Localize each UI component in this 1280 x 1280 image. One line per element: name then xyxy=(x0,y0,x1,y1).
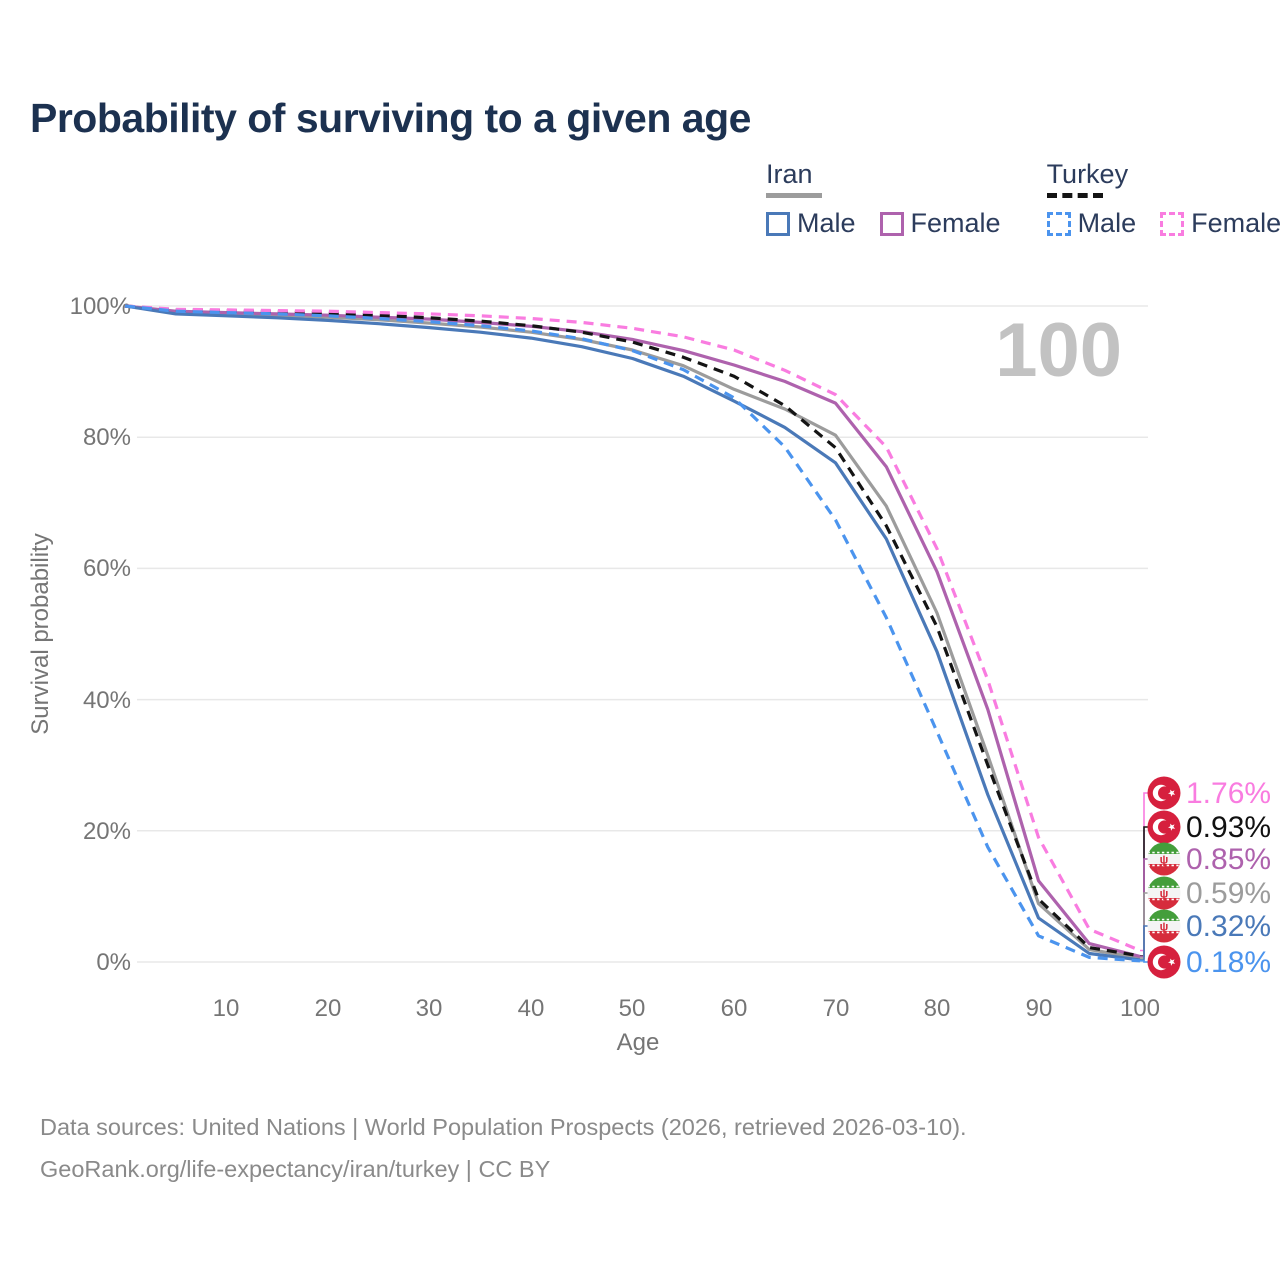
turkey-series-line-swatch xyxy=(1046,193,1103,199)
turkey-male-swatch-icon xyxy=(1046,211,1071,236)
gridlines xyxy=(137,305,1148,963)
survival-chart[interactable]: 100 100% 80% 60% 40% 20% 0% 10 20 30 40 … xyxy=(0,0,1280,1080)
turkey-female-swatch-icon xyxy=(1160,211,1185,236)
end-label-iran-both: ψ 0.59% xyxy=(1147,876,1271,910)
svg-text:80%: 80% xyxy=(83,424,131,451)
legend-country-turkey[interactable]: Turkey xyxy=(1046,159,1129,189)
hover-age-watermark: 100 xyxy=(995,308,1122,393)
end-label-turkey-both: 0.93% xyxy=(1147,810,1271,844)
svg-text:ψ: ψ xyxy=(1160,888,1169,900)
svg-text:50: 50 xyxy=(619,995,646,1022)
legend-group-turkey: Turkey Male Female xyxy=(1046,159,1280,239)
svg-text:ψ: ψ xyxy=(1160,854,1169,866)
iran-flag-icon: ψ xyxy=(1147,909,1181,943)
curve-iran-female[interactable] xyxy=(124,304,1141,958)
svg-text:40%: 40% xyxy=(83,687,131,714)
end-value-labels: 1.76%0.93% ψ 0.85% ψ 0.59% ψ 0.32%0.18% xyxy=(1147,776,1271,979)
curve-turkey-both[interactable] xyxy=(124,304,1141,958)
turkey-flag-icon xyxy=(1147,776,1181,810)
footer: Data sources: United Nations | World Pop… xyxy=(40,1106,967,1190)
y-axis-title: Survival probability xyxy=(27,533,54,734)
legend-item-iran-male[interactable]: Male xyxy=(766,208,856,239)
svg-text:ψ: ψ xyxy=(1160,921,1169,933)
svg-text:0%: 0% xyxy=(96,949,131,976)
turkey-flag-icon xyxy=(1147,945,1181,979)
turkey-flag-icon xyxy=(1147,810,1181,844)
iran-flag-icon: ψ xyxy=(1147,876,1181,910)
legend-item-iran-female[interactable]: Female xyxy=(879,208,1001,239)
svg-text:20: 20 xyxy=(315,995,342,1022)
svg-text:100: 100 xyxy=(1120,995,1160,1022)
legend: Iran Male Female Turkey Male Female xyxy=(766,160,1280,239)
svg-text:40: 40 xyxy=(518,995,545,1022)
end-label-iran-female: ψ 0.85% xyxy=(1147,842,1271,876)
end-value-text: 0.59% xyxy=(1186,877,1271,910)
svg-text:90: 90 xyxy=(1026,995,1053,1022)
curve-iran-both[interactable] xyxy=(124,304,1141,960)
end-label-turkey-male: 0.18% xyxy=(1147,945,1271,979)
iran-flag-icon: ψ xyxy=(1147,842,1181,876)
svg-text:70: 70 xyxy=(823,995,850,1022)
x-axis-title: Age xyxy=(617,1029,660,1056)
leader-line xyxy=(1140,925,1148,961)
iran-male-swatch-icon xyxy=(766,211,790,236)
curve-turkey-female[interactable] xyxy=(124,304,1141,952)
x-axis-ticks: 10 20 30 40 50 60 70 80 90 100 xyxy=(213,995,1160,1022)
iran-female-swatch-icon xyxy=(879,211,904,236)
end-value-text: 0.93% xyxy=(1186,811,1271,844)
svg-text:80: 80 xyxy=(924,995,951,1022)
svg-text:30: 30 xyxy=(416,995,443,1022)
end-value-text: 1.76% xyxy=(1186,777,1271,810)
curve-iran-male[interactable] xyxy=(124,304,1141,962)
footer-license-line: GeoRank.org/life-expectancy/iran/turkey … xyxy=(40,1156,551,1182)
end-label-iran-male: ψ 0.32% xyxy=(1147,909,1271,943)
page-title: Probability of surviving to a given age xyxy=(30,95,751,141)
legend-country-iran[interactable]: Iran xyxy=(766,159,813,189)
svg-text:60: 60 xyxy=(721,995,748,1022)
svg-text:20%: 20% xyxy=(83,818,131,845)
svg-text:10: 10 xyxy=(213,995,240,1022)
leader-lines xyxy=(1140,792,1148,963)
y-axis-ticks: 100% 80% 60% 40% 20% 0% xyxy=(70,293,131,976)
iran-series-line-swatch xyxy=(766,193,822,199)
legend-item-turkey-male[interactable]: Male xyxy=(1046,208,1136,239)
end-value-text: 0.32% xyxy=(1186,910,1271,943)
svg-text:100%: 100% xyxy=(70,293,131,320)
curve-turkey-male[interactable] xyxy=(124,304,1141,963)
leader-line xyxy=(1140,960,1148,963)
end-value-text: 0.18% xyxy=(1186,946,1271,979)
legend-item-turkey-female[interactable]: Female xyxy=(1160,208,1280,239)
survival-curves xyxy=(124,304,1141,963)
svg-text:60%: 60% xyxy=(83,555,131,582)
legend-group-iran: Iran Male Female xyxy=(766,160,1001,239)
end-label-turkey-female: 1.76% xyxy=(1147,776,1271,810)
footer-source-line: Data sources: United Nations | World Pop… xyxy=(40,1114,967,1140)
end-value-text: 0.85% xyxy=(1186,843,1271,876)
